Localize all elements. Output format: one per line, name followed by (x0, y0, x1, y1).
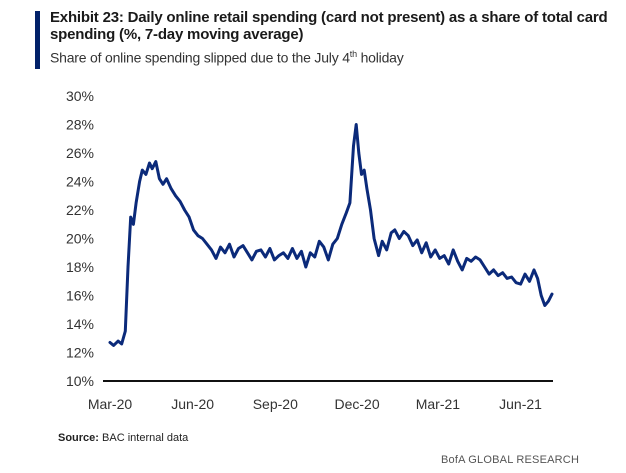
y-tick-label: 26% (66, 145, 94, 161)
subtitle-end: holiday (356, 49, 404, 66)
y-axis-ticks: 10% 12% 14% 16% 18% 20% 22% 24% 26% 28% 30% (66, 88, 94, 389)
y-tick-label: 10% (66, 373, 94, 389)
x-tick-label: Jun-21 (499, 396, 542, 412)
x-tick-label: Mar-21 (416, 396, 461, 412)
y-tick-label: 20% (66, 231, 94, 247)
chart-subtitle: Share of online spending slipped due to … (50, 49, 404, 66)
y-tick-label: 24% (66, 174, 94, 190)
x-tick-label: Dec-20 (334, 396, 379, 412)
y-tick-label: 28% (66, 117, 94, 133)
x-tick-label: Jun-20 (171, 396, 214, 412)
y-tick-label: 16% (66, 288, 94, 304)
title-accent-bar (35, 11, 40, 69)
y-tick-label: 14% (66, 316, 94, 332)
brand-footer: BofA GLOBAL RESEARCH (441, 454, 580, 466)
x-tick-label: Sep-20 (253, 396, 298, 412)
source-text: BAC internal data (102, 432, 189, 444)
x-tick-label: Mar-20 (88, 396, 133, 412)
series-line-online-share (108, 123, 554, 347)
source-label: Source: (58, 432, 99, 444)
x-axis-ticks: Mar-20 Jun-20 Sep-20 Dec-20 Mar-21 Jun-21 (88, 396, 542, 412)
source-note: Source: BAC internal data (58, 432, 188, 444)
subtitle-main: Share of online spending slipped due to … (50, 49, 350, 66)
y-tick-label: 12% (66, 345, 94, 361)
subtitle-superscript: th (349, 49, 357, 59)
y-tick-label: 22% (66, 202, 94, 218)
chart-title: Exhibit 23: Daily online retail spending… (50, 9, 608, 43)
y-tick-label: 30% (66, 88, 94, 104)
y-tick-label: 18% (66, 259, 94, 275)
